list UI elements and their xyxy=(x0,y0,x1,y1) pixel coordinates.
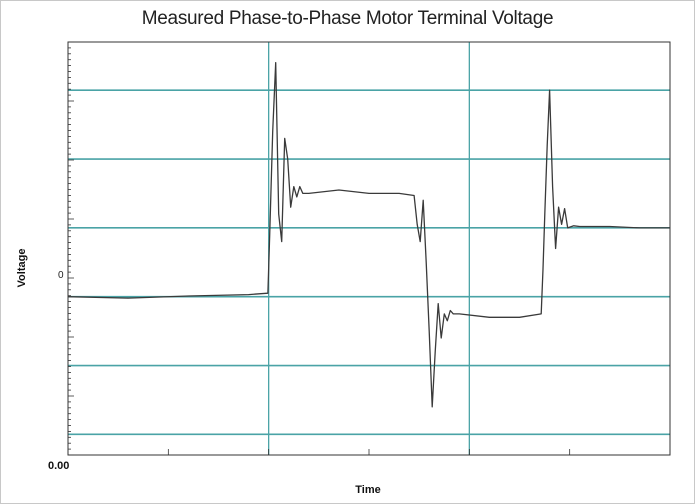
y-tick-label: 0 xyxy=(58,270,64,281)
voltage-trace xyxy=(67,62,670,408)
chart-title: Measured Phase-to-Phase Motor Terminal V… xyxy=(141,8,554,29)
x-axis-label: Time xyxy=(355,484,381,496)
x-tick-label: 0.00 xyxy=(48,460,70,472)
plot-border xyxy=(67,41,671,456)
